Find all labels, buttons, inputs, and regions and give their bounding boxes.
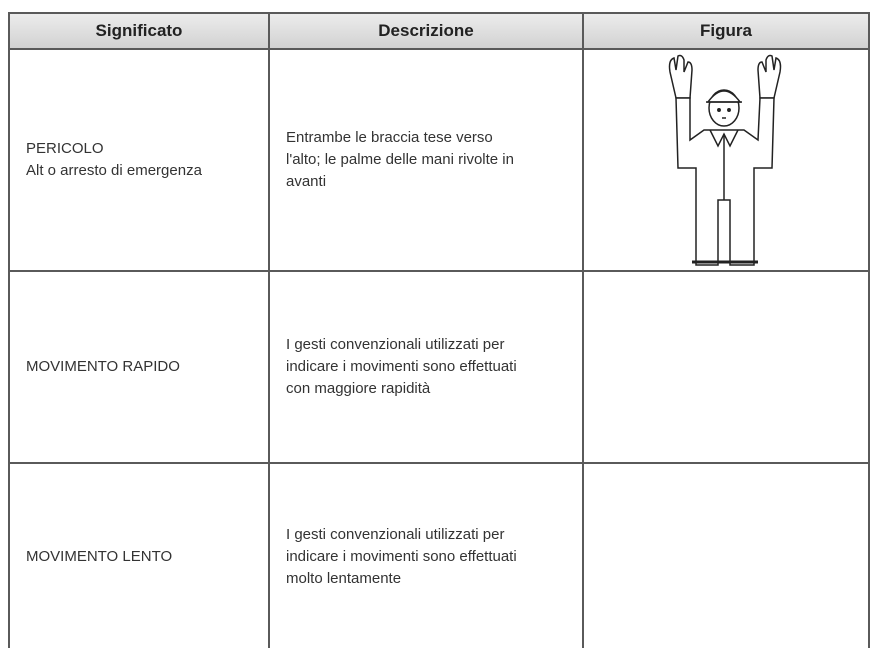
description-text: I gesti convenzionali utilizzati per [286,526,505,543]
header-text: Significato [95,21,183,40]
header-cell: Figura [582,12,870,50]
hand [668,54,693,99]
eye [727,108,731,112]
description-text: avanti [286,173,327,190]
header-cell: Descrizione [268,12,584,50]
meaning-cell: MOVIMENTO LENTO [8,462,270,648]
description-text: con maggiore rapidità [286,380,431,397]
description-cell: Entrambe le braccia tese verso l'alto; l… [268,48,584,272]
figure-cell [582,270,870,464]
header-text: Figura [700,21,752,40]
description-text: indicare i movimenti sono effettuati [286,548,517,565]
eye [717,108,721,112]
meaning-text: PERICOLO [26,140,104,157]
meaning-text: MOVIMENTO RAPIDO [26,358,180,375]
signal-figure [668,54,782,266]
header-text: Descrizione [378,21,474,40]
figure-cell [582,48,870,272]
meaning-text: MOVIMENTO LENTO [26,548,173,565]
meaning-cell: MOVIMENTO RAPIDO [8,270,270,464]
meaning-text: Alt o arresto di emergenza [26,162,202,179]
helmet [706,90,742,103]
description-cell: I gesti convenzionali utilizzati per ind… [268,270,584,464]
description-text: l'alto; le palme delle mani rivolte in [286,151,514,168]
description-text: indicare i movimenti sono effettuati [286,358,517,375]
figure-cell [582,462,870,648]
header-cell: Significato [8,12,270,50]
body [675,97,775,266]
meaning-cell: PERICOLO Alt o arresto di emergenza [8,48,270,272]
hand [757,54,782,99]
description-text: molto lentamente [286,570,402,587]
description-text: I gesti convenzionali utilizzati per [286,336,505,353]
description-cell: I gesti convenzionali utilizzati per ind… [268,462,584,648]
description-text: Entrambe le braccia tese verso [286,129,493,146]
